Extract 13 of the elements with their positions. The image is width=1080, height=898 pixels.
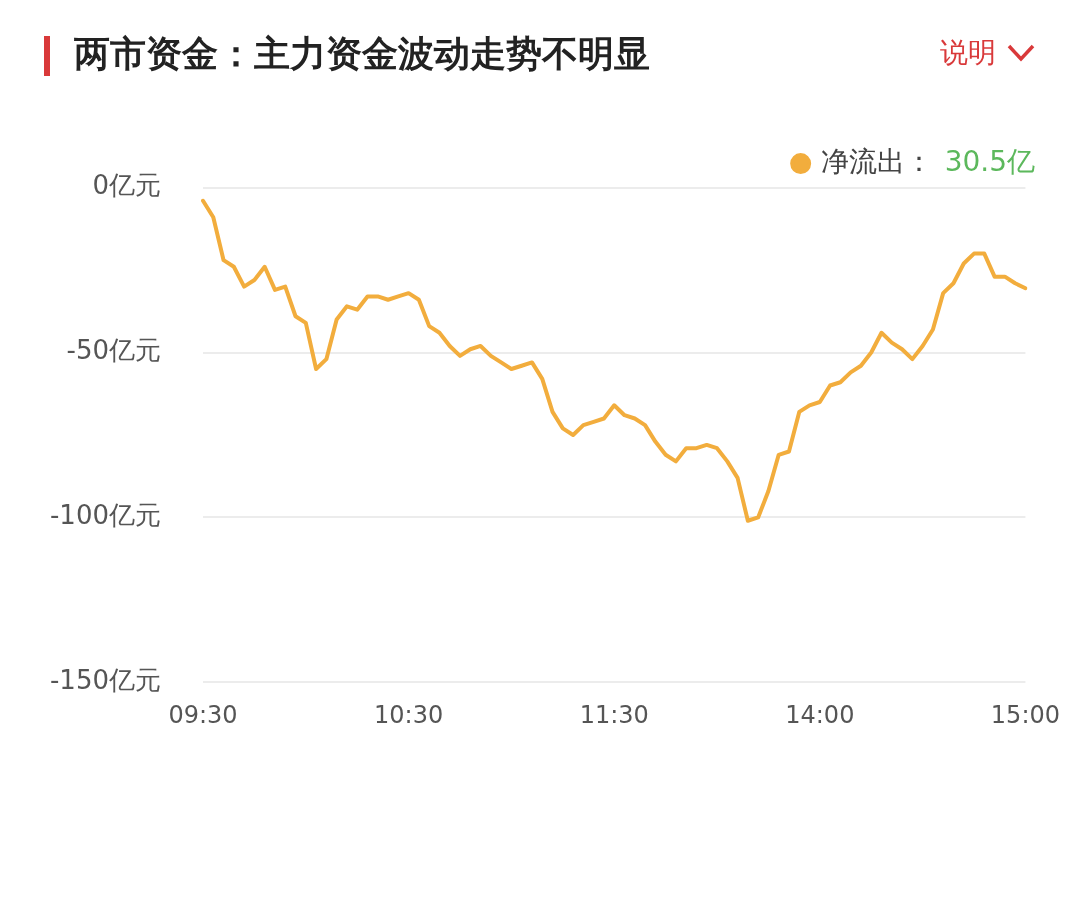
text: 说明: [940, 35, 996, 71]
y-tick-label: 0亿元: [92, 170, 161, 201]
x-tick-label: 10:30: [374, 701, 444, 730]
y-tick-label: -100亿元: [49, 500, 161, 531]
y-tick-label: -150亿元: [49, 665, 161, 696]
legend-label: 净流出：: [820, 144, 933, 178]
text: 30.5亿: [944, 144, 1035, 178]
x-tick-label: 11:30: [579, 701, 649, 730]
chart-title: 两市资金：主力资金波动走势不明显: [74, 32, 650, 76]
x-tick-label: 14:00: [785, 701, 855, 730]
y-tick-label: -50亿元: [66, 335, 161, 366]
x-tick-label: 09:30: [168, 701, 238, 730]
x-tick-label: 15:00: [990, 701, 1060, 730]
